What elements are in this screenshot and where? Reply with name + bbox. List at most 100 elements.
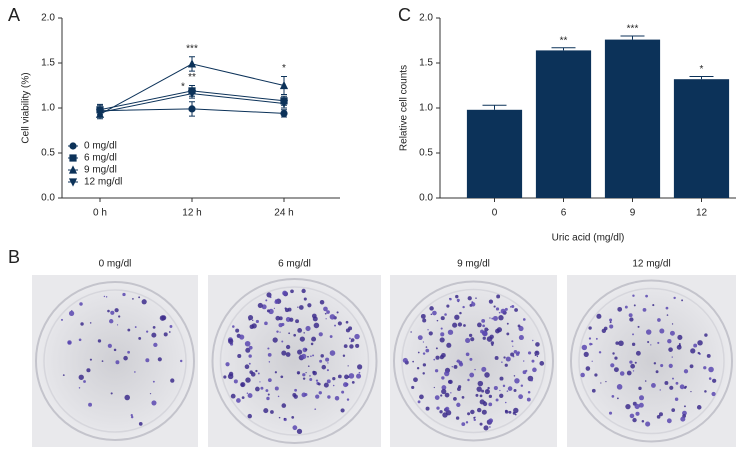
colony (325, 318, 327, 320)
bar (535, 50, 592, 199)
colony (435, 355, 440, 360)
colony (465, 352, 470, 357)
colony (666, 418, 672, 424)
colony (509, 306, 512, 308)
marker (188, 105, 196, 113)
colony (645, 329, 652, 335)
colony (416, 367, 420, 370)
marker (95, 108, 105, 118)
colony (441, 376, 445, 380)
colony (456, 360, 458, 363)
colony (534, 354, 537, 357)
colony (638, 402, 644, 408)
colony (440, 327, 443, 330)
colony (412, 360, 414, 363)
colony (678, 344, 681, 347)
colony (334, 324, 336, 327)
colony (452, 322, 458, 328)
colony (145, 358, 150, 363)
colony (642, 308, 647, 312)
significance: *** (627, 24, 639, 35)
colony (487, 386, 490, 390)
colony (616, 384, 623, 390)
colony (324, 312, 327, 315)
colony (356, 373, 362, 379)
colony (499, 393, 504, 398)
colony (417, 335, 423, 341)
colony (484, 388, 491, 395)
colony (532, 367, 537, 373)
colony (337, 374, 342, 379)
colony (467, 296, 472, 301)
colony (612, 352, 615, 355)
marker (68, 165, 78, 174)
dish-images (32, 275, 736, 447)
colony (625, 403, 631, 410)
error-bar (689, 76, 714, 80)
dish (393, 280, 554, 442)
colony (482, 336, 486, 340)
colony (470, 337, 475, 342)
colony (669, 385, 674, 390)
colony (319, 359, 323, 363)
colony (447, 329, 454, 335)
colony (594, 373, 598, 377)
colony (666, 314, 669, 316)
colony (589, 342, 592, 346)
dish-rim (578, 287, 725, 435)
colony (285, 344, 291, 350)
colony (272, 337, 278, 343)
colony (441, 352, 446, 358)
colony (427, 329, 429, 331)
colony (591, 388, 596, 393)
colony (504, 363, 508, 367)
legend-label: 0 mg/dl (84, 141, 117, 152)
colony (490, 302, 492, 304)
colony (486, 336, 493, 342)
colony (269, 380, 271, 382)
colony (302, 373, 306, 377)
colony (236, 398, 241, 403)
colony (311, 313, 317, 319)
colony (441, 388, 447, 395)
colony (255, 319, 259, 324)
colony (671, 323, 674, 325)
colony (422, 363, 427, 367)
colony (276, 330, 279, 333)
colony (673, 296, 676, 300)
colony (297, 349, 303, 355)
colony (629, 413, 635, 419)
colony (417, 351, 420, 354)
colony (712, 378, 717, 383)
colony (678, 343, 681, 345)
colony (429, 306, 434, 311)
colony (290, 289, 294, 294)
colony (146, 330, 149, 333)
colony (609, 321, 612, 324)
colony (511, 304, 515, 308)
colony (704, 390, 707, 393)
colony (493, 386, 498, 391)
colony (425, 348, 430, 353)
dish-title: 6 mg/dl (278, 259, 311, 270)
colony (124, 394, 130, 401)
colony (510, 352, 515, 357)
colony (265, 389, 269, 393)
colony (318, 391, 322, 395)
colony (245, 347, 251, 353)
colony (304, 348, 308, 351)
colony (632, 370, 635, 372)
colony (309, 375, 311, 377)
legend-label: 12 mg/dl (84, 177, 122, 188)
colony (348, 337, 351, 340)
colony (314, 408, 317, 410)
colony (342, 354, 346, 357)
colony (483, 425, 489, 431)
colony (444, 370, 450, 377)
colony (444, 392, 450, 398)
colony (78, 387, 81, 389)
colony (496, 294, 501, 299)
colony (641, 419, 645, 423)
colony (504, 307, 508, 311)
colony (278, 316, 283, 321)
